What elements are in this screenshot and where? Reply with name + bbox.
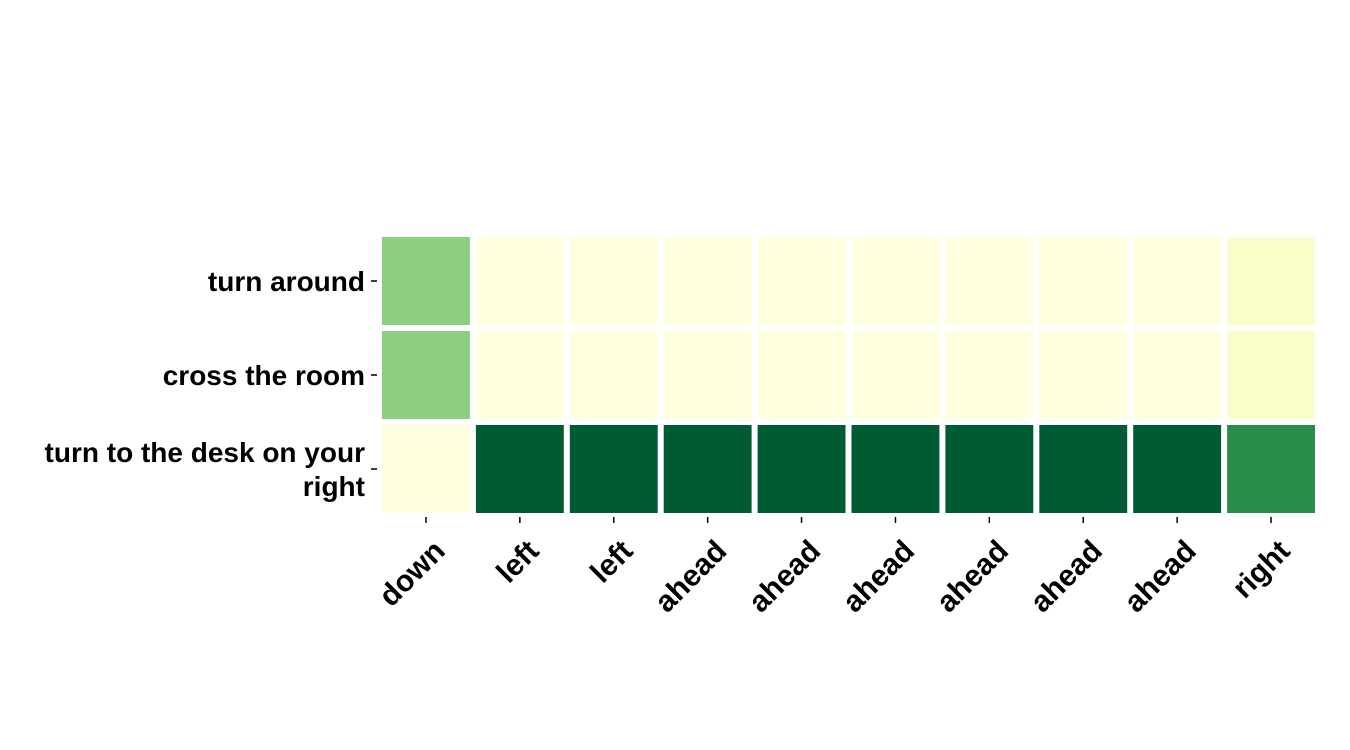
heatmap-cell (569, 331, 658, 419)
heatmap-cell (475, 237, 564, 325)
x-tick-label: ahead (649, 534, 734, 619)
y-tick-label: turn to the desk on your (45, 437, 366, 468)
heatmap-cell (569, 425, 658, 513)
x-tick-label: ahead (743, 534, 828, 619)
heatmap-cell (382, 237, 470, 325)
heatmap-cell (663, 237, 752, 325)
x-tick-label: right (1226, 534, 1296, 604)
heatmap-cell (382, 331, 470, 419)
heatmap-cell (475, 331, 564, 419)
heatmap-cell (569, 237, 658, 325)
x-tick-label: ahead (1024, 534, 1109, 619)
heatmap-cell (1227, 425, 1315, 513)
heatmap-cell (382, 425, 470, 513)
heatmap-cell (663, 331, 752, 419)
x-tick-label: down (373, 534, 452, 613)
y-axis: turn around cross the room turn to the des… (45, 266, 377, 502)
heatmap-cell (1039, 425, 1128, 513)
heatmap-cell (475, 425, 564, 513)
y-tick-label: cross the room (163, 360, 365, 391)
heatmap-cell (1227, 331, 1315, 419)
heatmap-cell (1227, 237, 1315, 325)
x-tick-label: ahead (930, 534, 1015, 619)
heatmap-cell (1133, 237, 1222, 325)
heatmap-cell (945, 331, 1034, 419)
heatmap-cell (1133, 331, 1222, 419)
y-tick-label: right (303, 471, 365, 502)
x-tick-label: left (490, 534, 545, 589)
x-tick-label: ahead (1118, 534, 1203, 619)
heatmap-cell (757, 237, 846, 325)
heatmap-cell (1133, 425, 1222, 513)
heatmap-cell (757, 425, 846, 513)
heatmap-cell (1039, 237, 1128, 325)
heatmap-cell (1039, 331, 1128, 419)
x-tick-label: ahead (836, 534, 921, 619)
heatmap-cell (851, 331, 940, 419)
heatmap-cell (945, 237, 1034, 325)
heatmap-cell (945, 425, 1034, 513)
y-tick-label: turn around (208, 266, 365, 297)
x-axis: down left left ahead ahead ahead ahead ahead ahe… (373, 517, 1297, 619)
heatmap-cell (663, 425, 752, 513)
x-tick-label: left (584, 534, 639, 589)
heatmap-cell (757, 331, 846, 419)
heatmap-cell (851, 237, 940, 325)
heatmap-cell (851, 425, 940, 513)
heatmap-cells (382, 237, 1315, 513)
